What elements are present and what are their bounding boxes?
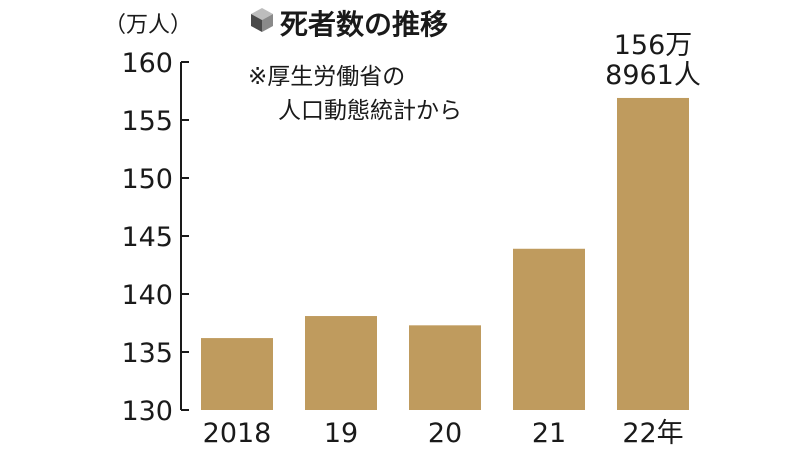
x-tick-label: 21 (532, 418, 566, 449)
y-tick-label: 155 (121, 106, 173, 137)
x-axis-labels: 2018 19 20 21 22年 (203, 418, 684, 449)
y-axis-unit: （万人） (104, 13, 192, 38)
y-axis-ticks: 160 155 150 145 140 135 130 (121, 48, 189, 427)
bar-0 (201, 338, 273, 410)
y-tick-label: 140 (121, 280, 173, 311)
bars (201, 97, 689, 411)
x-tick-label: 20 (428, 418, 462, 449)
bar-4 (617, 97, 689, 411)
data-label-line: 8961人 (605, 60, 701, 91)
y-tick-label: 150 (121, 164, 173, 195)
data-label-line: 156万 (614, 30, 693, 61)
source-note-line-2: 人口動態統計から (278, 98, 462, 124)
bar-2 (409, 325, 481, 410)
chart-title: 死者数の推移 (280, 8, 448, 41)
x-tick-label: 2018 (203, 418, 272, 449)
bar-3 (513, 248, 585, 410)
bar-1 (305, 316, 377, 410)
x-tick-label: 22年 (622, 418, 683, 449)
y-tick-label: 145 (121, 222, 173, 253)
source-note-line-1: ※厚生労働省の (248, 64, 405, 90)
y-tick-label: 160 (121, 48, 173, 79)
y-tick-label: 130 (121, 396, 173, 427)
cube-icon (251, 8, 273, 32)
y-tick-label: 135 (121, 338, 173, 369)
x-tick-label: 19 (324, 418, 358, 449)
